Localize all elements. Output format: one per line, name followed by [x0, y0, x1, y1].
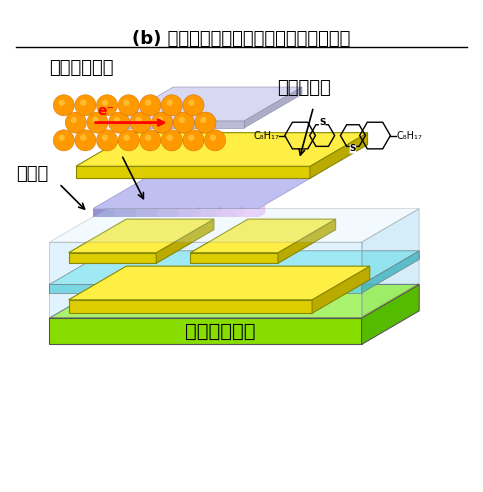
- Circle shape: [118, 95, 139, 116]
- Circle shape: [140, 95, 161, 116]
- Polygon shape: [362, 251, 419, 293]
- Circle shape: [161, 130, 183, 151]
- Polygon shape: [238, 209, 259, 217]
- Circle shape: [58, 134, 65, 141]
- Circle shape: [179, 117, 185, 123]
- Circle shape: [123, 134, 130, 141]
- Polygon shape: [176, 207, 179, 217]
- Text: C₈H₁₇: C₈H₁₇: [396, 130, 422, 141]
- Circle shape: [210, 134, 216, 141]
- Circle shape: [183, 130, 204, 151]
- Polygon shape: [69, 253, 156, 263]
- Polygon shape: [218, 206, 222, 217]
- Polygon shape: [362, 284, 419, 344]
- Polygon shape: [49, 242, 362, 316]
- Polygon shape: [69, 266, 369, 300]
- Circle shape: [188, 99, 195, 106]
- Circle shape: [80, 99, 86, 106]
- Polygon shape: [217, 209, 238, 217]
- Circle shape: [195, 112, 216, 133]
- Circle shape: [75, 130, 96, 151]
- Polygon shape: [176, 209, 197, 217]
- Circle shape: [173, 112, 195, 133]
- Text: C₈H₁₇: C₈H₁₇: [253, 130, 279, 141]
- Circle shape: [53, 130, 74, 151]
- Circle shape: [130, 112, 151, 133]
- Circle shape: [114, 117, 120, 123]
- Polygon shape: [190, 219, 336, 253]
- Circle shape: [145, 99, 151, 106]
- Polygon shape: [76, 133, 368, 166]
- Circle shape: [188, 134, 195, 141]
- Circle shape: [135, 117, 142, 123]
- Circle shape: [161, 95, 183, 116]
- Polygon shape: [115, 121, 244, 128]
- Polygon shape: [49, 209, 419, 242]
- Polygon shape: [238, 205, 244, 217]
- Polygon shape: [155, 209, 176, 217]
- Circle shape: [87, 112, 108, 133]
- Polygon shape: [244, 87, 302, 128]
- Polygon shape: [278, 219, 336, 263]
- Polygon shape: [49, 251, 419, 284]
- Circle shape: [102, 134, 108, 141]
- Polygon shape: [69, 300, 312, 313]
- Polygon shape: [76, 166, 310, 178]
- Circle shape: [157, 117, 163, 123]
- Text: 有機半導体: 有機半導体: [277, 79, 331, 96]
- Circle shape: [200, 117, 207, 123]
- Circle shape: [118, 130, 139, 151]
- Text: S: S: [350, 145, 356, 154]
- Polygon shape: [115, 87, 302, 121]
- Circle shape: [80, 134, 86, 141]
- Text: 絶縁層: 絶縁層: [16, 165, 48, 183]
- Polygon shape: [49, 284, 362, 293]
- Circle shape: [152, 112, 173, 133]
- Polygon shape: [197, 207, 200, 217]
- Circle shape: [58, 99, 65, 106]
- Text: e⁻: e⁻: [98, 104, 114, 119]
- Polygon shape: [259, 205, 265, 217]
- Polygon shape: [93, 209, 114, 217]
- Polygon shape: [156, 208, 157, 217]
- Polygon shape: [49, 284, 419, 318]
- Polygon shape: [135, 208, 136, 217]
- Circle shape: [65, 112, 86, 133]
- Polygon shape: [310, 133, 368, 178]
- Polygon shape: [312, 266, 369, 313]
- Circle shape: [167, 134, 173, 141]
- Circle shape: [145, 134, 151, 141]
- Polygon shape: [156, 219, 214, 263]
- Circle shape: [92, 117, 99, 123]
- Polygon shape: [134, 209, 156, 217]
- Circle shape: [102, 99, 108, 106]
- Polygon shape: [362, 209, 419, 316]
- Circle shape: [97, 130, 117, 151]
- Polygon shape: [93, 175, 316, 209]
- Text: S: S: [319, 118, 326, 126]
- Circle shape: [183, 95, 204, 116]
- Circle shape: [75, 95, 96, 116]
- Circle shape: [71, 117, 77, 123]
- Circle shape: [109, 112, 129, 133]
- Polygon shape: [49, 318, 362, 344]
- Circle shape: [97, 95, 117, 116]
- Circle shape: [140, 130, 161, 151]
- Text: 常温塗布電極: 常温塗布電極: [49, 60, 114, 77]
- Circle shape: [123, 99, 130, 106]
- Polygon shape: [69, 219, 214, 253]
- Polygon shape: [190, 253, 278, 263]
- Polygon shape: [197, 209, 218, 217]
- Text: (b) 室温印刷で作製した有機トランジスタ: (b) 室温印刷で作製した有機トランジスタ: [132, 30, 351, 48]
- Polygon shape: [114, 209, 135, 217]
- Circle shape: [204, 130, 226, 151]
- Circle shape: [167, 99, 173, 106]
- Text: 非耐熱性基板: 非耐熱性基板: [185, 322, 255, 341]
- Circle shape: [53, 95, 74, 116]
